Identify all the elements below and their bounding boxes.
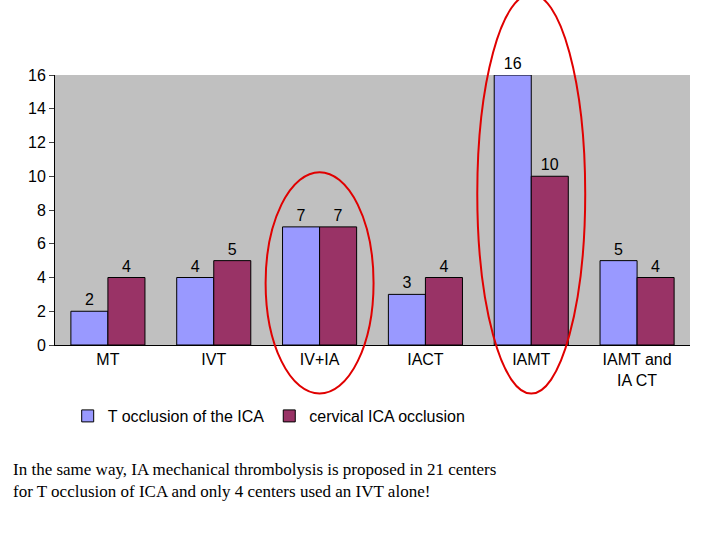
svg-text:IAMT andIA CT: IAMT andIA CT (603, 351, 672, 389)
svg-text:6: 6 (37, 235, 46, 252)
svg-text:5: 5 (614, 241, 623, 258)
svg-text:2: 2 (85, 291, 94, 308)
svg-text:7: 7 (334, 207, 343, 224)
svg-text:IVT: IVT (201, 351, 226, 368)
svg-text:14: 14 (28, 100, 46, 117)
svg-text:4: 4 (651, 258, 660, 275)
svg-text:8: 8 (37, 202, 46, 219)
svg-text:7: 7 (297, 207, 306, 224)
svg-text:10: 10 (28, 168, 46, 185)
svg-text:4: 4 (122, 258, 131, 275)
svg-text:5: 5 (228, 241, 237, 258)
svg-text:IAMT: IAMT (512, 351, 550, 368)
svg-text:4: 4 (191, 258, 200, 275)
svg-text:16: 16 (504, 55, 522, 72)
svg-text:12: 12 (28, 134, 46, 151)
svg-text:IV+IA: IV+IA (300, 351, 340, 368)
svg-text:MT: MT (96, 351, 119, 368)
svg-text:cervical ICA occlusion: cervical ICA occlusion (309, 408, 465, 425)
svg-text:0: 0 (37, 337, 46, 354)
svg-text:3: 3 (402, 274, 411, 291)
svg-text:4: 4 (439, 258, 448, 275)
svg-text:IACT: IACT (407, 351, 444, 368)
svg-text:10: 10 (541, 156, 559, 173)
svg-text:16: 16 (28, 67, 46, 84)
svg-text:T occlusion of the ICA: T occlusion of the ICA (108, 408, 265, 425)
svg-text:In the same way, IA mechanical: In the same way, IA mechanical thromboly… (13, 460, 496, 501)
svg-text:4: 4 (37, 269, 46, 286)
svg-text:2: 2 (37, 303, 46, 320)
